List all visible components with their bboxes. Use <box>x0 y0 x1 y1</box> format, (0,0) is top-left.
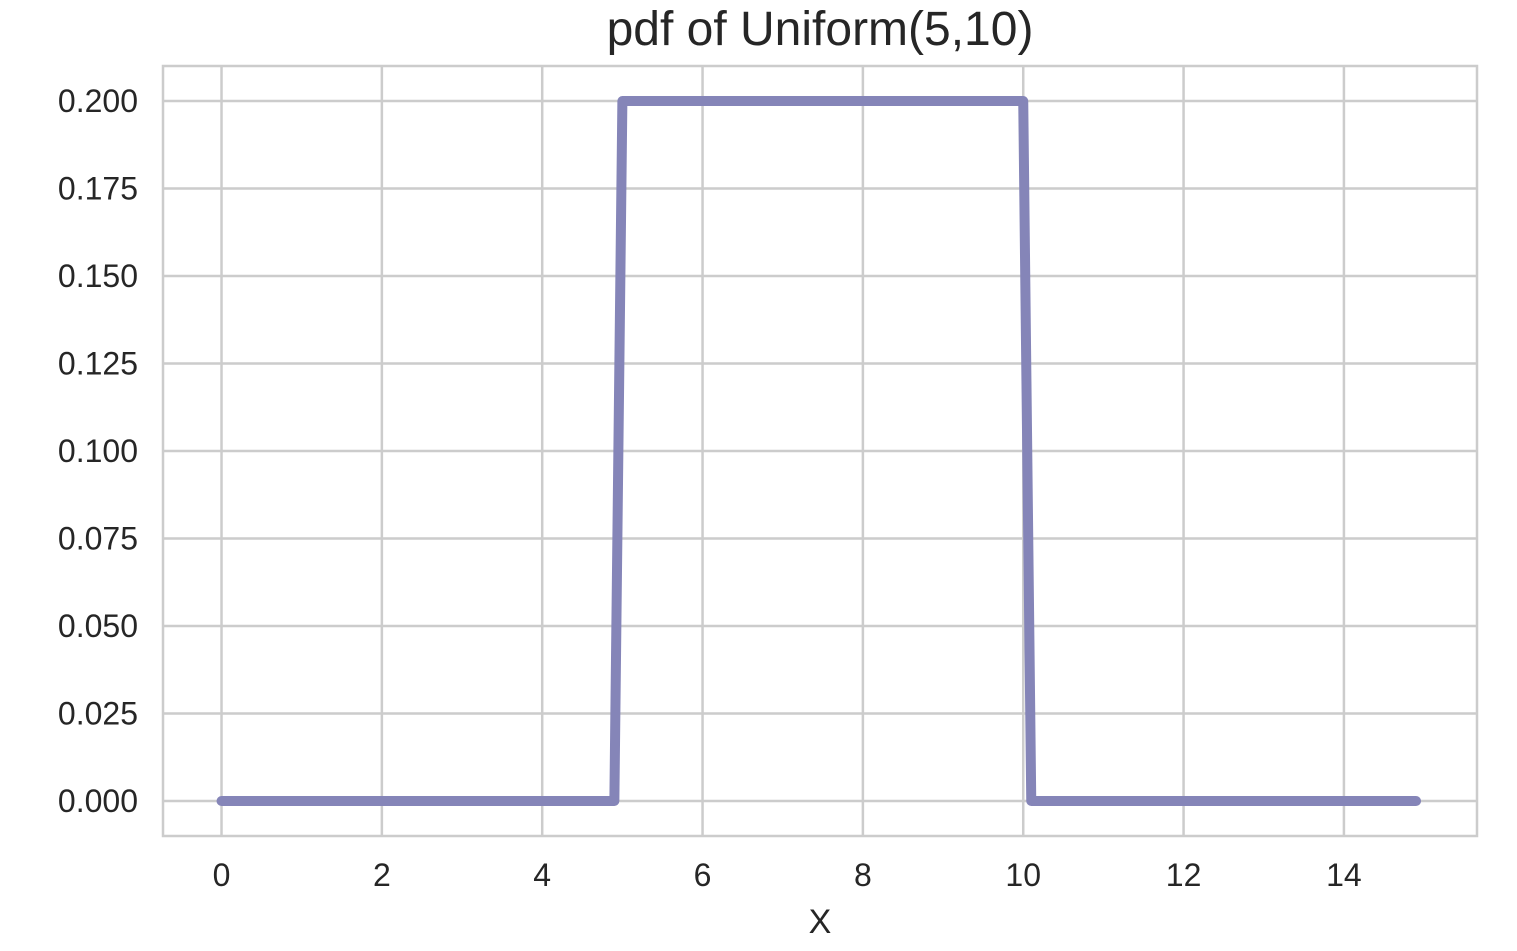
y-tick-label: 0.150 <box>58 258 138 294</box>
y-tick-label: 0.025 <box>58 696 138 732</box>
x-axis-ticks: 0 2 4 6 8 10 12 14 <box>213 857 1362 893</box>
y-tick-label: 0.175 <box>58 171 138 207</box>
plot-area <box>161 64 1479 838</box>
y-tick-label: 0.000 <box>58 783 138 819</box>
y-tick-label: 0.075 <box>58 521 138 557</box>
x-tick-label: 10 <box>1005 857 1041 893</box>
y-tick-label: 0.050 <box>58 608 138 644</box>
grid <box>163 66 1477 836</box>
x-tick-label: 2 <box>373 857 391 893</box>
x-tick-label: 8 <box>854 857 872 893</box>
x-tick-label: 4 <box>533 857 551 893</box>
x-tick-label: 14 <box>1326 857 1362 893</box>
y-tick-label: 0.200 <box>58 83 138 119</box>
chart-title: pdf of Uniform(5,10) <box>607 3 1034 56</box>
x-tick-label: 12 <box>1166 857 1202 893</box>
x-tick-label: 0 <box>213 857 231 893</box>
y-tick-label: 0.125 <box>58 346 138 382</box>
y-tick-label: 0.100 <box>58 433 138 469</box>
y-axis-ticks: 0.000 0.025 0.050 0.075 0.100 0.125 0.150 0.175… <box>58 83 138 819</box>
x-axis-label: X <box>809 903 832 941</box>
series-line <box>216 96 1422 806</box>
x-tick-label: 6 <box>694 857 712 893</box>
series-layer <box>216 96 1422 806</box>
